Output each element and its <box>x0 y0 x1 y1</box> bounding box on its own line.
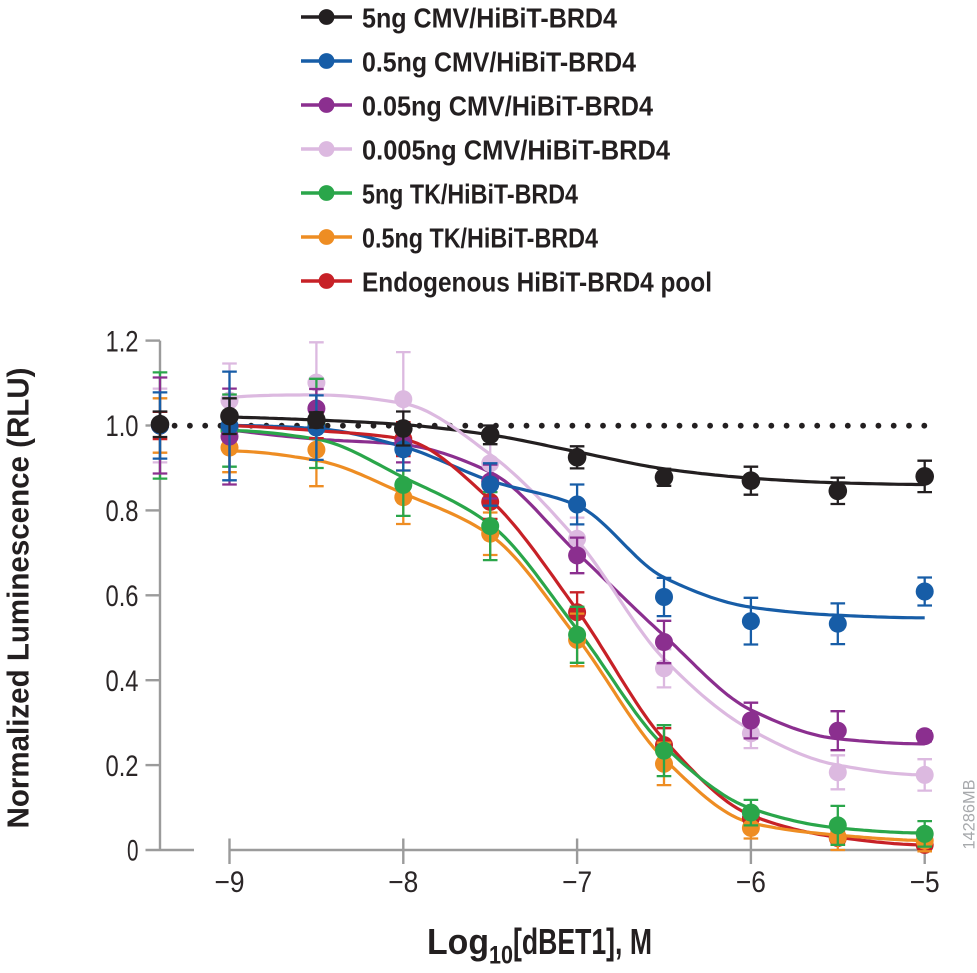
svg-text:0: 0 <box>127 835 139 868</box>
svg-text:14286MB: 14286MB <box>960 780 977 850</box>
svg-text:1.2: 1.2 <box>106 325 139 358</box>
svg-text:0.05ng CMV/HiBiT-BRD4: 0.05ng CMV/HiBiT-BRD4 <box>362 90 653 121</box>
svg-text:Normalized Luminescence (RLU): Normalized Luminescence (RLU) <box>1 368 36 829</box>
svg-text:Log10[dBET1], M: Log10[dBET1], M <box>427 921 652 970</box>
svg-text:−5: −5 <box>910 866 940 899</box>
svg-text:5ng CMV/HiBiT-BRD4: 5ng CMV/HiBiT-BRD4 <box>362 2 617 33</box>
svg-text:1.0: 1.0 <box>106 410 139 443</box>
svg-text:0.005ng CMV/HiBiT-BRD4: 0.005ng CMV/HiBiT-BRD4 <box>362 134 670 165</box>
svg-text:−8: −8 <box>388 866 418 899</box>
svg-text:0.2: 0.2 <box>106 750 139 783</box>
svg-text:Endogenous HiBiT-BRD4 pool: Endogenous HiBiT-BRD4 pool <box>362 266 712 297</box>
svg-text:−9: −9 <box>215 866 245 899</box>
svg-text:0.8: 0.8 <box>106 495 139 528</box>
svg-text:0.5ng CMV/HiBiT-BRD4: 0.5ng CMV/HiBiT-BRD4 <box>362 46 636 77</box>
svg-text:5ng TK/HiBiT-BRD4: 5ng TK/HiBiT-BRD4 <box>362 178 578 209</box>
svg-text:−7: −7 <box>562 866 592 899</box>
svg-text:0.4: 0.4 <box>106 665 139 698</box>
svg-text:0.5ng TK/HiBiT-BRD4: 0.5ng TK/HiBiT-BRD4 <box>362 222 598 253</box>
svg-text:−6: −6 <box>736 866 766 899</box>
svg-text:0.6: 0.6 <box>106 580 139 613</box>
